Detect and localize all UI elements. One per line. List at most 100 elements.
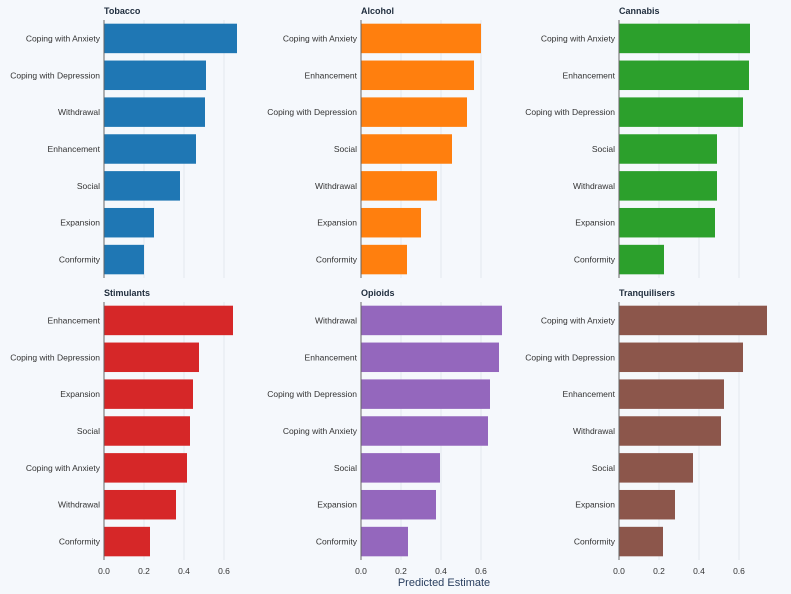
bar-social xyxy=(619,134,717,164)
bar-enhancement xyxy=(619,60,749,91)
panel-tranquilisers: Coping with Anxiety Coping with Depressio… xyxy=(525,288,767,576)
panel-opioids: Withdrawal Enhancement Coping with Depress… xyxy=(267,288,502,576)
bar-coping-with-anxiety xyxy=(361,416,488,446)
bar-expansion xyxy=(361,207,421,238)
category-label: Enhancement xyxy=(48,144,101,154)
category-label: Expansion xyxy=(60,389,100,399)
bar-enhancement xyxy=(361,60,474,91)
category-label: Enhancement xyxy=(305,70,358,80)
category-label: Withdrawal xyxy=(58,107,100,117)
bar-expansion xyxy=(619,207,715,238)
bar-coping-with-depression xyxy=(104,342,199,373)
panel-title: Alcohol xyxy=(361,6,394,16)
x-tick-label: 0.0 xyxy=(98,566,110,576)
bar-expansion xyxy=(619,489,675,520)
category-label: Coping with Anxiety xyxy=(26,463,101,473)
x-axis-label: Predicted Estimate xyxy=(398,577,490,589)
category-label: Expansion xyxy=(575,218,615,228)
bar-withdrawal xyxy=(104,489,176,520)
bar-coping-with-anxiety xyxy=(104,23,237,54)
bar-enhancement xyxy=(104,305,233,336)
bar-social xyxy=(104,171,180,201)
category-label: Conformity xyxy=(574,537,616,547)
bar-enhancement xyxy=(361,342,499,373)
category-label: Social xyxy=(334,144,357,154)
category-label: Withdrawal xyxy=(315,315,357,325)
category-label: Expansion xyxy=(317,500,357,510)
bar-withdrawal xyxy=(619,171,717,201)
bar-coping-with-depression xyxy=(361,379,490,409)
category-label: Expansion xyxy=(575,500,615,510)
bar-enhancement xyxy=(619,379,724,409)
bar-expansion xyxy=(104,207,154,238)
x-tick-label: 0.2 xyxy=(138,566,150,576)
x-tick-label: 0.4 xyxy=(693,566,705,576)
category-label: Coping with Anxiety xyxy=(283,33,358,43)
panel-tobacco: Coping with Anxiety Coping with Depressio… xyxy=(10,6,237,278)
x-tick-label: 0.2 xyxy=(653,566,665,576)
panel-title: Stimulants xyxy=(104,288,150,298)
bar-conformity xyxy=(619,526,663,557)
bar-coping-with-anxiety xyxy=(104,453,187,483)
bar-coping-with-anxiety xyxy=(361,23,481,54)
bar-withdrawal xyxy=(104,97,205,127)
bar-social xyxy=(619,453,693,483)
bar-withdrawal xyxy=(361,171,437,201)
bar-withdrawal xyxy=(361,305,502,336)
category-label: Coping with Depression xyxy=(10,352,100,362)
category-label: Conformity xyxy=(574,255,616,265)
category-label: Withdrawal xyxy=(573,181,615,191)
bar-conformity xyxy=(361,526,408,557)
x-tick-label: 0.4 xyxy=(435,566,447,576)
bar-coping-with-anxiety xyxy=(619,305,767,336)
category-label: Coping with Depression xyxy=(525,352,615,362)
panel-stimulants: Enhancement Coping with Depression Expansi… xyxy=(10,288,233,576)
category-label: Conformity xyxy=(59,255,101,265)
category-label: Coping with Depression xyxy=(267,107,357,117)
bar-coping-with-depression xyxy=(361,97,467,127)
x-tick-label: 0.6 xyxy=(733,566,745,576)
panel-title: Tobacco xyxy=(104,6,141,16)
panel-title: Opioids xyxy=(361,288,395,298)
category-label: Social xyxy=(77,426,100,436)
bar-social xyxy=(361,134,452,164)
bar-coping-with-depression xyxy=(104,60,206,91)
category-label: Social xyxy=(592,463,615,473)
bar-withdrawal xyxy=(619,416,721,446)
x-tick-label: 0.0 xyxy=(613,566,625,576)
category-label: Enhancement xyxy=(563,389,616,399)
category-label: Conformity xyxy=(316,537,358,547)
category-label: Coping with Anxiety xyxy=(541,315,616,325)
panel-title: Tranquilisers xyxy=(619,288,675,298)
bar-social xyxy=(361,453,440,483)
panel-alcohol: Coping with Anxiety Enhancement Coping wit… xyxy=(267,6,482,278)
category-label: Social xyxy=(592,144,615,154)
category-label: Expansion xyxy=(60,218,100,228)
bar-expansion xyxy=(361,489,436,520)
category-label: Coping with Anxiety xyxy=(541,33,616,43)
bar-enhancement xyxy=(104,134,196,164)
category-label: Coping with Anxiety xyxy=(26,33,101,43)
category-label: Coping with Depression xyxy=(267,389,357,399)
bar-expansion xyxy=(104,379,193,409)
bar-social xyxy=(104,416,190,446)
category-label: Withdrawal xyxy=(573,426,615,436)
category-label: Social xyxy=(334,463,357,473)
x-tick-label: 0.4 xyxy=(178,566,190,576)
bar-coping-with-depression xyxy=(619,97,743,127)
category-label: Social xyxy=(77,181,100,191)
category-label: Conformity xyxy=(59,537,101,547)
category-label: Expansion xyxy=(317,218,357,228)
category-label: Coping with Anxiety xyxy=(283,426,358,436)
category-label: Enhancement xyxy=(563,70,616,80)
bar-conformity xyxy=(619,244,664,275)
panel-cannabis: Coping with Anxiety Enhancement Coping wit… xyxy=(525,6,750,278)
x-tick-label: 0.6 xyxy=(475,566,487,576)
category-label: Enhancement xyxy=(48,315,101,325)
category-label: Withdrawal xyxy=(58,500,100,510)
category-label: Coping with Depression xyxy=(525,107,615,117)
x-tick-label: 0.6 xyxy=(218,566,230,576)
bar-conformity xyxy=(104,244,144,275)
x-tick-label: 0.0 xyxy=(355,566,367,576)
